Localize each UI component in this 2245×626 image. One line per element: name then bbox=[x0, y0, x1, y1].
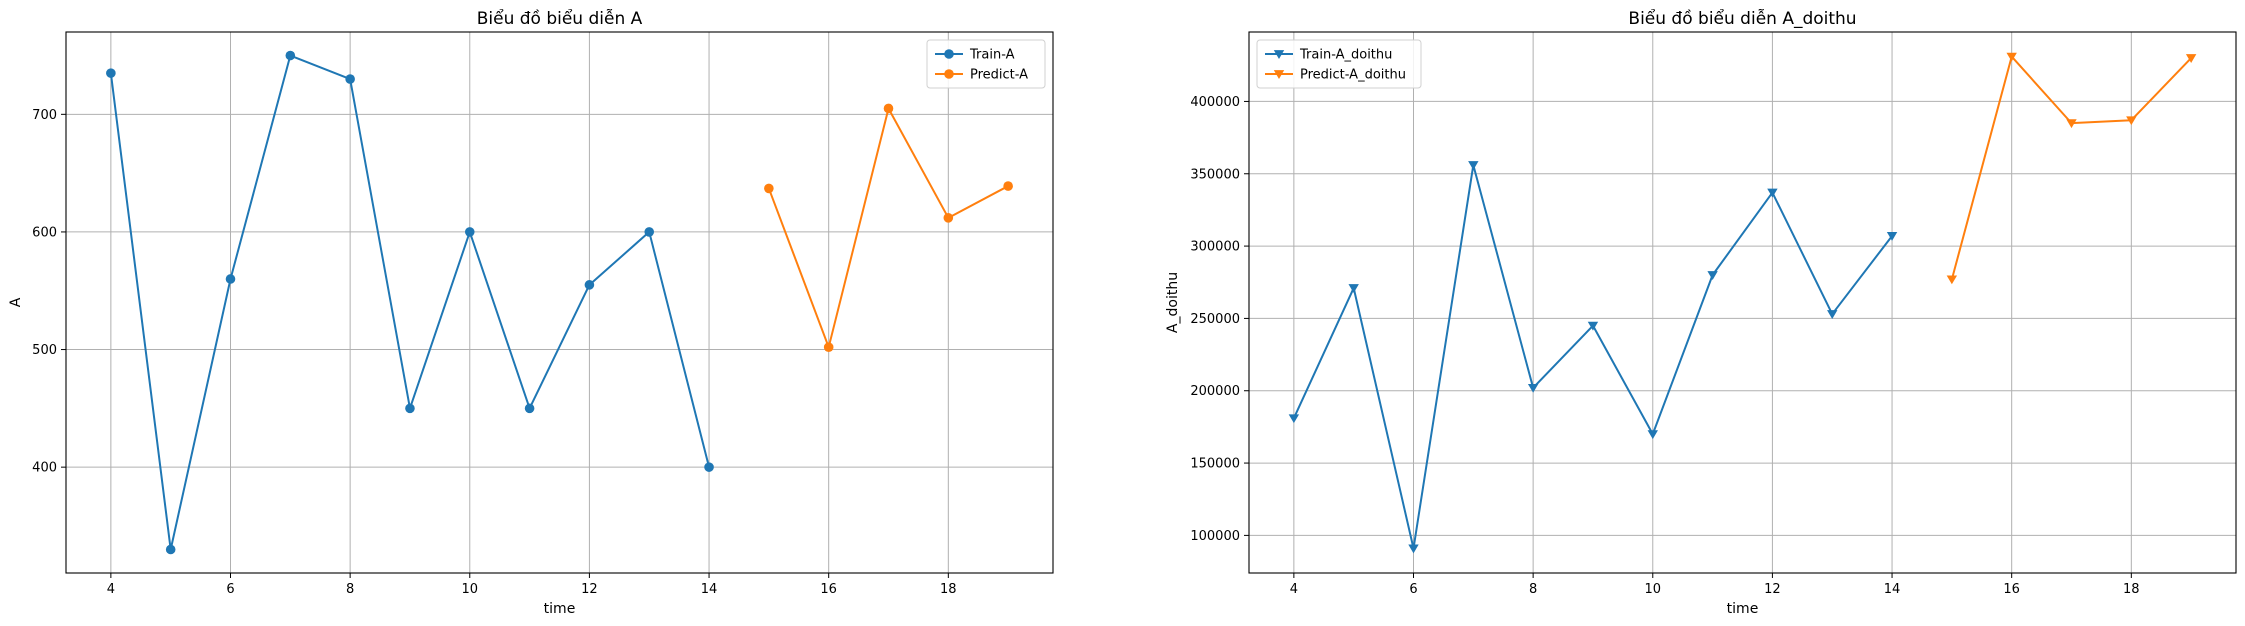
x-tick-label: 14 bbox=[1884, 582, 1901, 597]
x-tick-label: 16 bbox=[2003, 582, 2020, 597]
y-axis-label: A bbox=[8, 297, 24, 307]
data-point bbox=[2066, 119, 2077, 129]
series-line-2 bbox=[767, 107, 1009, 349]
y-tick-label: 200000 bbox=[1190, 384, 1240, 399]
data-point bbox=[225, 274, 236, 284]
plot-frame bbox=[1248, 31, 2237, 574]
chart-title: Biểu đồ biểu diễn A bbox=[477, 8, 643, 29]
chart-panel-2: 4 6 8 10 12 14 16 18 100000 150000 200000 250000 300… bbox=[1165, 8, 2237, 617]
data-point bbox=[2006, 52, 2017, 62]
data-point bbox=[1827, 310, 1838, 320]
x-tick-label: 4 bbox=[107, 582, 115, 597]
data-point bbox=[345, 74, 355, 84]
data-point bbox=[1886, 232, 1898, 241]
x-tick-label: 18 bbox=[940, 582, 957, 597]
data-point bbox=[464, 227, 475, 237]
data-point bbox=[704, 462, 714, 472]
chart-panel-1: 4 6 8 10 12 14 16 18 400 500 600 700 Biểu đồ biểu di… bbox=[8, 8, 1054, 617]
y-tick-label: 500 bbox=[32, 343, 57, 358]
data-point bbox=[1408, 544, 1419, 554]
chart-title: Biểu đồ biểu diễn A_doithu bbox=[1628, 8, 1856, 29]
data-point bbox=[1647, 430, 1658, 440]
legend-label: Train-A_doithu bbox=[1299, 48, 1392, 63]
x-tick-label: 8 bbox=[346, 582, 354, 597]
data-point bbox=[644, 227, 655, 237]
data-point bbox=[1767, 188, 1778, 198]
data-point bbox=[943, 213, 954, 223]
y-tick-label: 600 bbox=[32, 225, 57, 240]
legend-box bbox=[1256, 39, 1422, 89]
y-tick-label: 700 bbox=[32, 108, 57, 123]
data-point bbox=[285, 50, 296, 61]
data-point bbox=[1707, 271, 1718, 280]
legend-label: Train-A bbox=[969, 48, 1015, 63]
x-tick-label: 14 bbox=[701, 582, 718, 597]
data-point bbox=[106, 68, 116, 78]
legend-marker bbox=[1273, 50, 1285, 59]
y-tick-label: 400 bbox=[32, 461, 57, 476]
y-tick-label: 400000 bbox=[1190, 95, 1240, 110]
x-tick-label: 10 bbox=[1644, 582, 1661, 597]
data-point bbox=[823, 342, 834, 352]
y-tick-label: 250000 bbox=[1190, 312, 1240, 327]
data-point bbox=[1468, 161, 1479, 171]
legend-marker bbox=[944, 49, 954, 59]
data-point bbox=[2126, 116, 2137, 126]
x-tick-label: 12 bbox=[581, 582, 598, 597]
y-tick-label: 100000 bbox=[1190, 529, 1240, 544]
data-point bbox=[764, 183, 774, 194]
x-tick-label: 6 bbox=[226, 582, 234, 597]
data-point bbox=[165, 544, 176, 555]
data-point bbox=[1003, 181, 1013, 191]
data-point bbox=[584, 280, 595, 290]
data-point bbox=[405, 403, 415, 414]
legend-box bbox=[926, 39, 1046, 89]
data-point bbox=[1348, 284, 1359, 293]
x-tick-label: 6 bbox=[1409, 582, 1417, 597]
data-point bbox=[1587, 321, 1599, 331]
y-tick-label: 150000 bbox=[1190, 457, 1240, 472]
y-axis-label: A_doithu bbox=[1165, 272, 1181, 333]
x-tick-label: 10 bbox=[461, 582, 478, 597]
data-point bbox=[524, 403, 535, 414]
y-tick-label: 300000 bbox=[1190, 240, 1240, 255]
x-axis-label: time bbox=[544, 601, 576, 617]
x-tick-label: 4 bbox=[1290, 582, 1298, 597]
data-point bbox=[1946, 275, 1958, 285]
x-tick-label: 12 bbox=[1764, 582, 1781, 597]
legend: Train-A Predict-A bbox=[926, 39, 1046, 89]
data-point bbox=[1527, 383, 1539, 393]
x-tick-label: 8 bbox=[1529, 582, 1537, 597]
legend-marker bbox=[1273, 70, 1285, 79]
legend: Train-A_doithu Predict-A_doithu bbox=[1256, 39, 1422, 89]
data-point bbox=[2185, 54, 2197, 63]
x-tick-label: 16 bbox=[820, 582, 837, 597]
y-tick-label: 350000 bbox=[1190, 167, 1240, 182]
legend-label: Predict-A bbox=[970, 68, 1028, 83]
legend-marker bbox=[944, 69, 954, 79]
data-point bbox=[883, 103, 894, 114]
x-tick-label: 18 bbox=[2123, 582, 2140, 597]
legend-label: Predict-A_doithu bbox=[1300, 68, 1406, 83]
data-point bbox=[1288, 414, 1300, 424]
plot-frame bbox=[65, 31, 1054, 574]
series-line-1 bbox=[109, 54, 711, 551]
x-axis-label: time bbox=[1727, 601, 1759, 617]
series-line-1 bbox=[1292, 164, 1893, 550]
